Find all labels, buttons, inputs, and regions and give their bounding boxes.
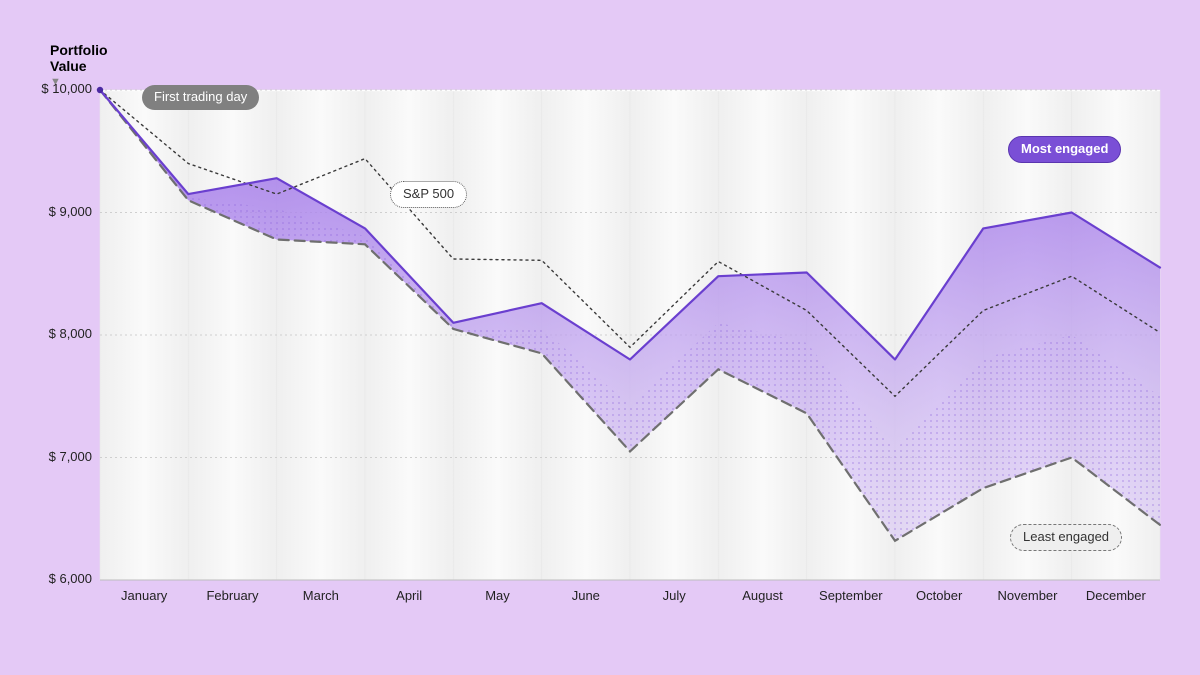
x-tick: July bbox=[663, 588, 686, 603]
x-tick: November bbox=[998, 588, 1058, 603]
y-tick: $ 8,000 bbox=[22, 326, 92, 341]
y-tick: $ 10,000 bbox=[22, 81, 92, 96]
sp500-label: S&P 500 bbox=[390, 181, 467, 208]
x-tick: June bbox=[572, 588, 600, 603]
y-tick: $ 7,000 bbox=[22, 449, 92, 464]
first-day-label: First trading day bbox=[142, 85, 259, 110]
x-tick: January bbox=[121, 588, 167, 603]
x-tick: April bbox=[396, 588, 422, 603]
x-tick: October bbox=[916, 588, 962, 603]
y-tick: $ 9,000 bbox=[22, 204, 92, 219]
portfolio-chart-page: Portfolio Value ▼ $ 10,000$ 9,000$ 8,000… bbox=[0, 0, 1200, 675]
x-tick: March bbox=[303, 588, 339, 603]
x-tick: December bbox=[1086, 588, 1146, 603]
y-tick: $ 6,000 bbox=[22, 571, 92, 586]
x-tick: September bbox=[819, 588, 883, 603]
x-tick: February bbox=[206, 588, 258, 603]
x-tick: August bbox=[742, 588, 782, 603]
least-engaged-label: Least engaged bbox=[1010, 524, 1122, 551]
most-engaged-label: Most engaged bbox=[1008, 136, 1121, 163]
x-tick: May bbox=[485, 588, 510, 603]
